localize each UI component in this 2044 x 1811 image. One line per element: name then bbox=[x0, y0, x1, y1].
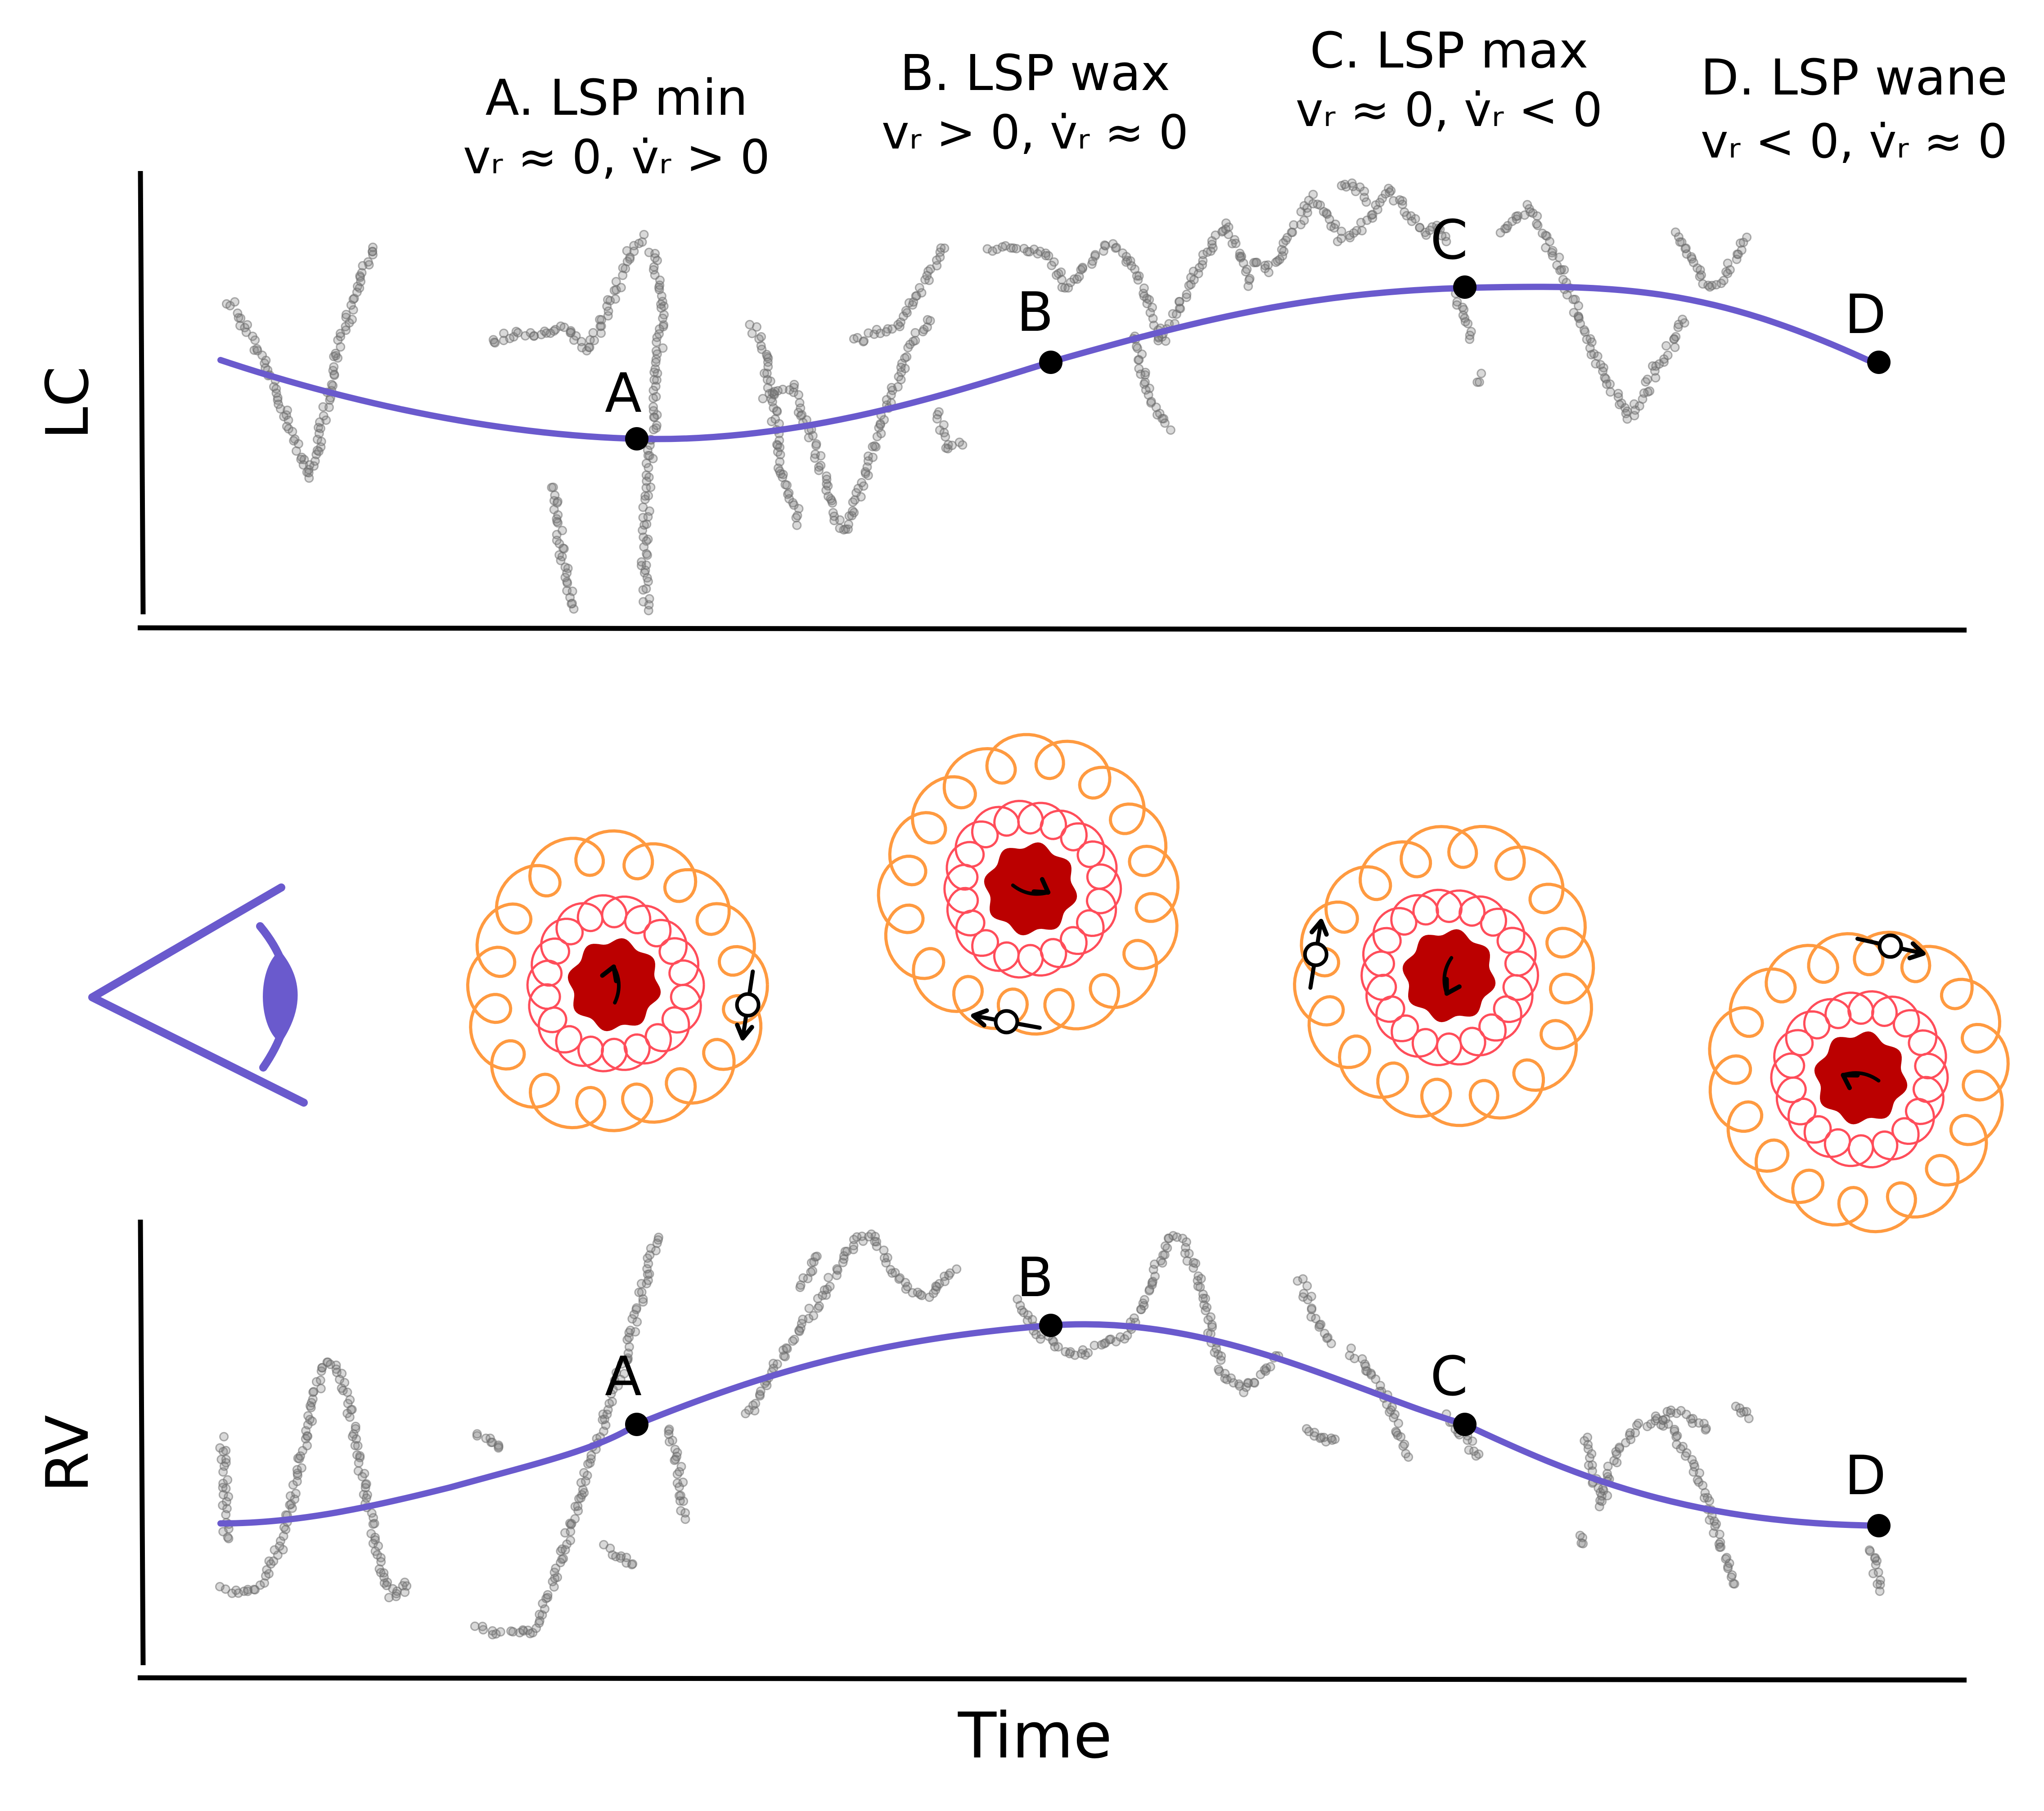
outer-convection-ring bbox=[1708, 931, 2010, 1234]
eye-icon bbox=[88, 883, 308, 1107]
star-icon bbox=[466, 829, 799, 1132]
lc-point-a-label: A bbox=[605, 362, 642, 425]
phase-c-title: C. LSP max bbox=[1310, 22, 1589, 79]
star-icon bbox=[1708, 931, 2010, 1234]
rv-point-d-label: D bbox=[1845, 1445, 1886, 1507]
star-diagrams bbox=[466, 733, 2010, 1234]
rv-y-axis-label: RV bbox=[33, 1415, 102, 1492]
rv-point-b-label: B bbox=[1017, 1247, 1054, 1309]
rv-point-a: A bbox=[605, 1346, 648, 1436]
phase-c-condition: vᵣ ≈ 0, v̇ᵣ < 0 bbox=[1296, 82, 1603, 137]
lc-point-b-label: B bbox=[1017, 281, 1054, 344]
star-icon bbox=[877, 733, 1180, 1077]
phase-d-title: D. LSP wane bbox=[1701, 49, 2008, 106]
outer-convection-ring bbox=[466, 829, 799, 1132]
lc-y-axis-label: LC bbox=[33, 366, 102, 439]
rv-point-c: C bbox=[1430, 1346, 1477, 1436]
rv-point-a-label: A bbox=[605, 1346, 642, 1408]
phase-d-condition: vᵣ < 0, v̇ᵣ ≈ 0 bbox=[1701, 114, 2008, 169]
rv-trend-curve bbox=[217, 1321, 1882, 1529]
rv-x-axis bbox=[137, 1675, 1967, 1683]
phase-header: A. LSP min vᵣ ≈ 0, v̇ᵣ > 0 B. LSP wax vᵣ… bbox=[463, 22, 2008, 185]
star-core bbox=[1814, 1031, 1908, 1125]
star-core bbox=[567, 938, 661, 1032]
star-icon bbox=[1293, 825, 1595, 1127]
lc-point-c: C bbox=[1430, 209, 1477, 299]
lc-point-d: D bbox=[1845, 284, 1891, 374]
lc-point-c-label: C bbox=[1430, 209, 1468, 272]
lc-scatter-points bbox=[222, 178, 1752, 616]
rv-point-c-label: C bbox=[1430, 1346, 1468, 1408]
rv-point-b: B bbox=[1017, 1247, 1063, 1337]
phase-b-title: B. LSP wax bbox=[900, 44, 1170, 102]
lc-y-axis bbox=[138, 171, 146, 615]
time-axis-label: Time bbox=[958, 1699, 1112, 1773]
outer-convection-ring bbox=[877, 733, 1180, 1077]
star-core bbox=[984, 842, 1077, 936]
rv-phase-points: A B C D bbox=[605, 1247, 1891, 1537]
phase-b-condition: vᵣ > 0, v̇ᵣ ≈ 0 bbox=[882, 105, 1189, 160]
phase-a-condition: vᵣ ≈ 0, v̇ᵣ > 0 bbox=[463, 130, 770, 185]
lc-point-a: A bbox=[605, 362, 648, 450]
lc-point-b: B bbox=[1017, 281, 1063, 374]
inner-convection-ring bbox=[943, 800, 1122, 979]
lc-point-d-label: D bbox=[1845, 284, 1886, 346]
inner-convection-ring bbox=[1770, 990, 1949, 1169]
inner-convection-ring bbox=[526, 894, 705, 1072]
lc-x-axis bbox=[137, 625, 1967, 633]
phase-a-title: A. LSP min bbox=[485, 69, 747, 126]
inner-convection-ring bbox=[1360, 888, 1540, 1067]
rv-point-d: D bbox=[1845, 1445, 1891, 1537]
outer-convection-ring bbox=[1293, 825, 1595, 1127]
star-core bbox=[1402, 929, 1496, 1023]
lc-panel: LC A B C D bbox=[33, 171, 1967, 633]
rv-panel: RV A B C D Time bbox=[33, 1219, 1967, 1773]
lc-phase-points: A B C D bbox=[605, 209, 1891, 450]
rv-y-axis bbox=[138, 1219, 146, 1666]
